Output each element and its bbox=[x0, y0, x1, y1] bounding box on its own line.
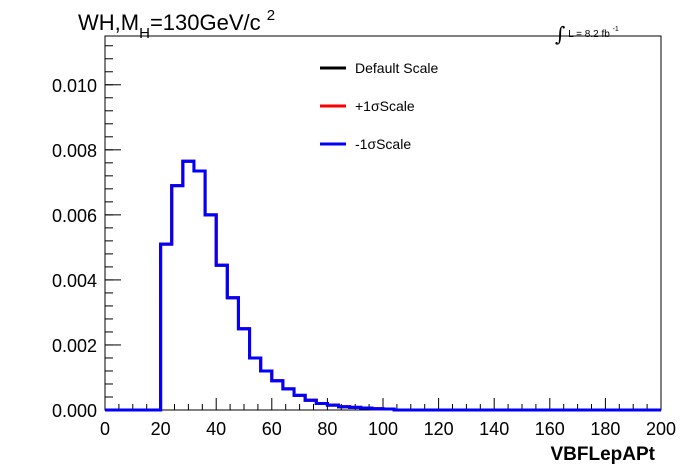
x-tick-label: 20 bbox=[151, 419, 171, 439]
x-tick-label: 60 bbox=[262, 419, 282, 439]
y-tick-label: 0.010 bbox=[52, 76, 97, 96]
y-tick-label: 0.004 bbox=[52, 271, 97, 291]
histogram-series-1 bbox=[105, 159, 661, 412]
y-tick-label: 0.008 bbox=[52, 141, 97, 161]
axes: 0 20 40 60 80 100 120 140 160 180 200 0.000 0.002 0.0… bbox=[52, 45, 676, 439]
x-axis-label: VBFLepAPt bbox=[551, 444, 656, 465]
x-tick-label: 180 bbox=[590, 419, 620, 439]
plot-frame bbox=[104, 35, 662, 411]
luminosity-superscript: -1 bbox=[612, 26, 619, 33]
title-superscript: 2 bbox=[266, 7, 276, 24]
x-tick-label: 140 bbox=[479, 419, 509, 439]
x-tick-label: 100 bbox=[368, 419, 398, 439]
histograms bbox=[105, 159, 661, 412]
legend-label: +1σScale bbox=[355, 98, 415, 114]
y-tick-label: 0.002 bbox=[52, 336, 97, 356]
x-tick-label: 200 bbox=[646, 419, 676, 439]
luminosity-text: L = 8.2 fb bbox=[568, 29, 610, 40]
title-prefix: WH,M bbox=[78, 10, 140, 35]
y-tick-label: 0.000 bbox=[52, 401, 97, 421]
histogram-series-2 bbox=[105, 159, 661, 412]
legend: Default Scale +1σScale -1σScale bbox=[320, 60, 438, 152]
x-tick-label: 160 bbox=[535, 419, 565, 439]
integral-symbol: ∫ bbox=[555, 22, 566, 46]
legend-label: Default Scale bbox=[355, 60, 438, 76]
title-mid: =130GeV/c bbox=[149, 10, 261, 35]
chart-title: WH,MH=130GeV/c 2 bbox=[78, 7, 276, 42]
y-tick-label: 0.006 bbox=[52, 206, 97, 226]
x-tick-label: 80 bbox=[317, 419, 337, 439]
x-tick-label: 120 bbox=[424, 419, 454, 439]
histogram-series-3 bbox=[105, 159, 661, 412]
legend-label: -1σScale bbox=[355, 136, 411, 152]
luminosity-label: ∫ L = 8.2 fb -1 bbox=[555, 18, 619, 46]
x-tick-label: 40 bbox=[206, 419, 226, 439]
x-tick-label: 0 bbox=[100, 419, 110, 439]
title-subscript: H bbox=[139, 25, 150, 42]
